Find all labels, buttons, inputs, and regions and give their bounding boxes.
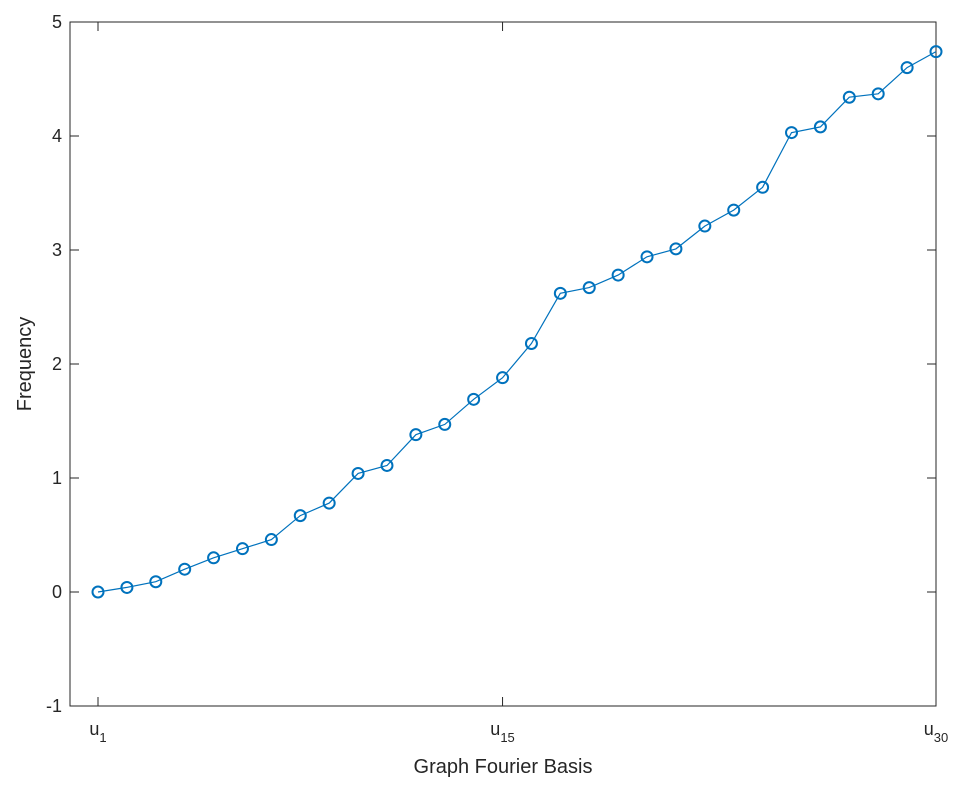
x-tick-base: u bbox=[490, 719, 500, 739]
data-point bbox=[611, 268, 625, 282]
y-tick-label: -1 bbox=[46, 696, 62, 716]
data-point bbox=[293, 509, 307, 523]
data-point bbox=[929, 45, 943, 59]
series-layer bbox=[91, 45, 943, 599]
data-point bbox=[149, 575, 163, 589]
data-point bbox=[178, 562, 192, 576]
data-point bbox=[438, 417, 452, 431]
y-tick-label: 5 bbox=[52, 12, 62, 32]
y-tick-label: 3 bbox=[52, 240, 62, 260]
data-point bbox=[409, 428, 423, 442]
data-point bbox=[524, 336, 538, 350]
x-tick-subscript: 1 bbox=[99, 730, 106, 745]
y-axis-label: Frequency bbox=[14, 317, 36, 412]
y-tick-label: 0 bbox=[52, 582, 62, 602]
x-tick-label: u1 bbox=[89, 719, 106, 745]
data-point bbox=[900, 61, 914, 75]
x-tick-subscript: 30 bbox=[934, 730, 948, 745]
data-point bbox=[640, 250, 654, 264]
x-tick-label: u30 bbox=[924, 719, 948, 745]
data-point bbox=[813, 120, 827, 134]
data-point bbox=[756, 180, 770, 194]
data-point bbox=[120, 580, 134, 594]
data-point bbox=[842, 90, 856, 104]
data-point bbox=[467, 392, 481, 406]
data-point bbox=[322, 496, 336, 510]
y-tick-label: 2 bbox=[52, 354, 62, 374]
data-point bbox=[698, 219, 712, 233]
data-point bbox=[871, 87, 885, 101]
y-tick-label: 1 bbox=[52, 468, 62, 488]
data-point bbox=[91, 585, 105, 599]
data-point bbox=[582, 281, 596, 295]
x-tick-label: u15 bbox=[490, 719, 514, 745]
data-point bbox=[553, 286, 567, 300]
plot-area bbox=[70, 22, 936, 706]
data-point bbox=[669, 242, 683, 256]
x-tick-base: u bbox=[89, 719, 99, 739]
data-point bbox=[496, 371, 510, 385]
data-point bbox=[727, 203, 741, 217]
data-point bbox=[785, 126, 799, 140]
data-point bbox=[235, 542, 249, 556]
x-tick-subscript: 15 bbox=[500, 730, 514, 745]
x-tick-base: u bbox=[924, 719, 934, 739]
data-point bbox=[380, 458, 394, 472]
y-tick-label: 4 bbox=[52, 126, 62, 146]
data-point bbox=[351, 466, 365, 480]
data-point bbox=[264, 533, 278, 547]
data-point bbox=[207, 551, 221, 565]
x-axis-label: Graph Fourier Basis bbox=[414, 756, 593, 778]
